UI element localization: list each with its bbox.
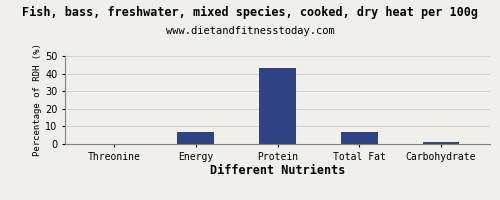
Text: Fish, bass, freshwater, mixed species, cooked, dry heat per 100g: Fish, bass, freshwater, mixed species, c… — [22, 6, 478, 19]
Bar — [341, 132, 378, 144]
Text: www.dietandfitnesstoday.com: www.dietandfitnesstoday.com — [166, 26, 334, 36]
Y-axis label: Percentage of RDH (%): Percentage of RDH (%) — [33, 44, 42, 156]
Bar — [422, 142, 460, 144]
Bar — [178, 132, 214, 144]
X-axis label: Different Nutrients: Different Nutrients — [210, 164, 345, 177]
Bar — [259, 68, 296, 144]
